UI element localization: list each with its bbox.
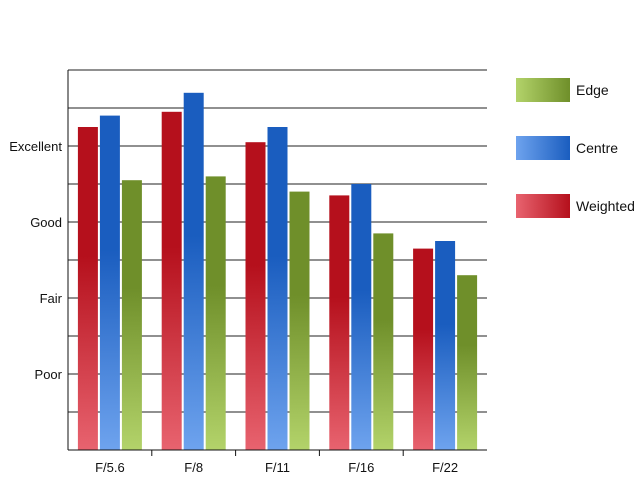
legend-swatch-edge [516,78,570,102]
bars [77,92,478,451]
legend: Edge Centre Weighted [516,78,635,218]
legend-label-edge: Edge [576,82,609,98]
bar-edge-f-8 [205,176,226,450]
bar-edge-f-16 [373,233,394,450]
y-tick-labels: Poor Fair Good Excellent [9,139,62,382]
x-tick-label-f-16: F/16 [348,460,374,475]
bar-edge-f-5-6 [121,180,142,450]
legend-label-centre: Centre [576,140,618,156]
y-tick-label-good: Good [30,215,62,230]
x-tick-label-f-8: F/8 [184,460,203,475]
x-tick-label-f-22: F/22 [432,460,458,475]
legend-label-weighted: Weighted [576,198,635,214]
y-tick-label-excellent: Excellent [9,139,62,154]
bar-weighted-f-22 [413,248,434,450]
bar-centre-f-22 [435,241,456,450]
x-tick-label-f-11: F/11 [265,460,290,475]
bar-centre-f-16 [351,184,372,450]
y-tick-label-fair: Fair [40,291,63,306]
y-tick-label-poor: Poor [35,367,63,382]
x-tick-label-f-5-6: F/5.6 [95,460,125,475]
bar-centre-f-5-6 [99,115,120,450]
bar-weighted-f-5-6 [77,127,98,450]
bar-centre-f-11 [267,127,288,450]
bar-weighted-f-11 [245,142,266,450]
bar-weighted-f-8 [161,111,182,451]
bar-weighted-f-16 [329,195,350,450]
legend-swatch-weighted [516,194,570,218]
bar-edge-f-22 [457,275,478,450]
axes [67,70,487,456]
bar-edge-f-11 [289,191,310,450]
legend-swatch-centre [516,136,570,160]
bar-centre-f-8 [183,92,204,451]
x-tick-labels: F/5.6 F/8 F/11 F/16 F/22 [95,460,458,475]
